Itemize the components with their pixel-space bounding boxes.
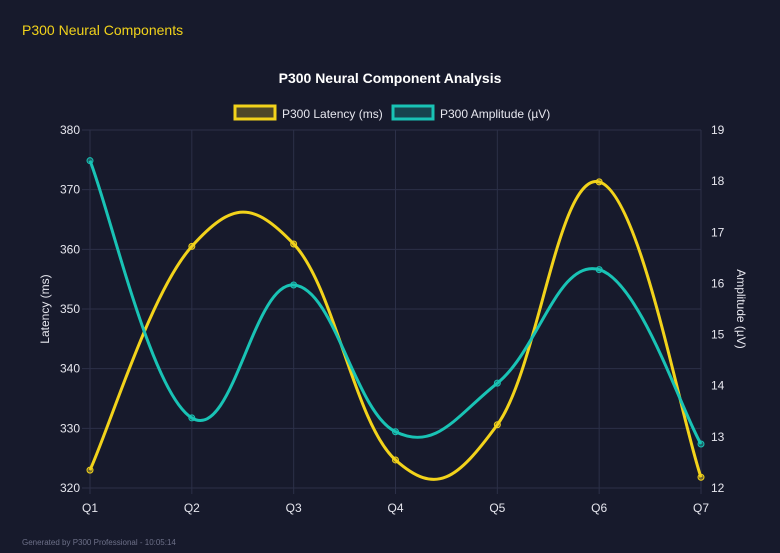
y-left-tick: 380 <box>60 123 80 137</box>
y-left-tick: 350 <box>60 302 80 316</box>
page-title: P300 Neural Components <box>22 22 184 38</box>
data-point <box>290 281 298 289</box>
data-point <box>188 414 196 422</box>
y-left-tick: 320 <box>60 481 80 495</box>
y-right-tick: 18 <box>711 174 725 188</box>
y-left-tick: 370 <box>60 183 80 197</box>
data-point <box>86 466 94 474</box>
y-left-tick: 340 <box>60 362 80 376</box>
y-right-tick: 15 <box>711 328 725 342</box>
x-tick: Q7 <box>693 501 709 515</box>
x-tick: Q1 <box>82 501 98 515</box>
legend-swatch <box>391 104 435 121</box>
data-point <box>595 178 603 186</box>
x-tick: Q6 <box>591 501 607 515</box>
data-point <box>188 242 196 250</box>
y-left-axis-label: Latency (ms) <box>38 274 52 343</box>
footer-text: Generated by P300 Professional - 10:05:1… <box>22 538 176 547</box>
data-point <box>86 157 94 165</box>
chart-title: P300 Neural Component Analysis <box>279 70 502 86</box>
y-right-tick: 16 <box>711 276 725 290</box>
y-left-tick: 360 <box>60 242 80 256</box>
x-tick: Q3 <box>286 501 302 515</box>
series-line <box>88 160 703 445</box>
legend-label: P300 Amplitude (µV) <box>440 107 550 121</box>
x-tick: Q2 <box>184 501 200 515</box>
legend-swatch <box>233 104 277 121</box>
y-right-tick: 12 <box>711 481 725 495</box>
data-point <box>493 379 501 387</box>
legend-label: P300 Latency (ms) <box>282 107 383 121</box>
data-point <box>697 440 705 448</box>
x-tick: Q5 <box>489 501 505 515</box>
data-point <box>392 428 399 436</box>
data-point <box>392 456 399 464</box>
y-right-tick: 13 <box>711 430 725 444</box>
y-right-axis-label: Amplitude (µV) <box>734 269 748 349</box>
y-right-tick: 17 <box>711 225 725 239</box>
y-left-tick: 330 <box>60 421 80 435</box>
series-line <box>88 180 703 481</box>
y-right-tick: 19 <box>711 123 725 137</box>
x-tick: Q4 <box>387 501 403 515</box>
y-right-tick: 14 <box>711 379 725 393</box>
data-point <box>595 266 603 274</box>
data-point <box>697 473 705 481</box>
data-point <box>290 240 298 248</box>
data-point <box>493 421 501 429</box>
